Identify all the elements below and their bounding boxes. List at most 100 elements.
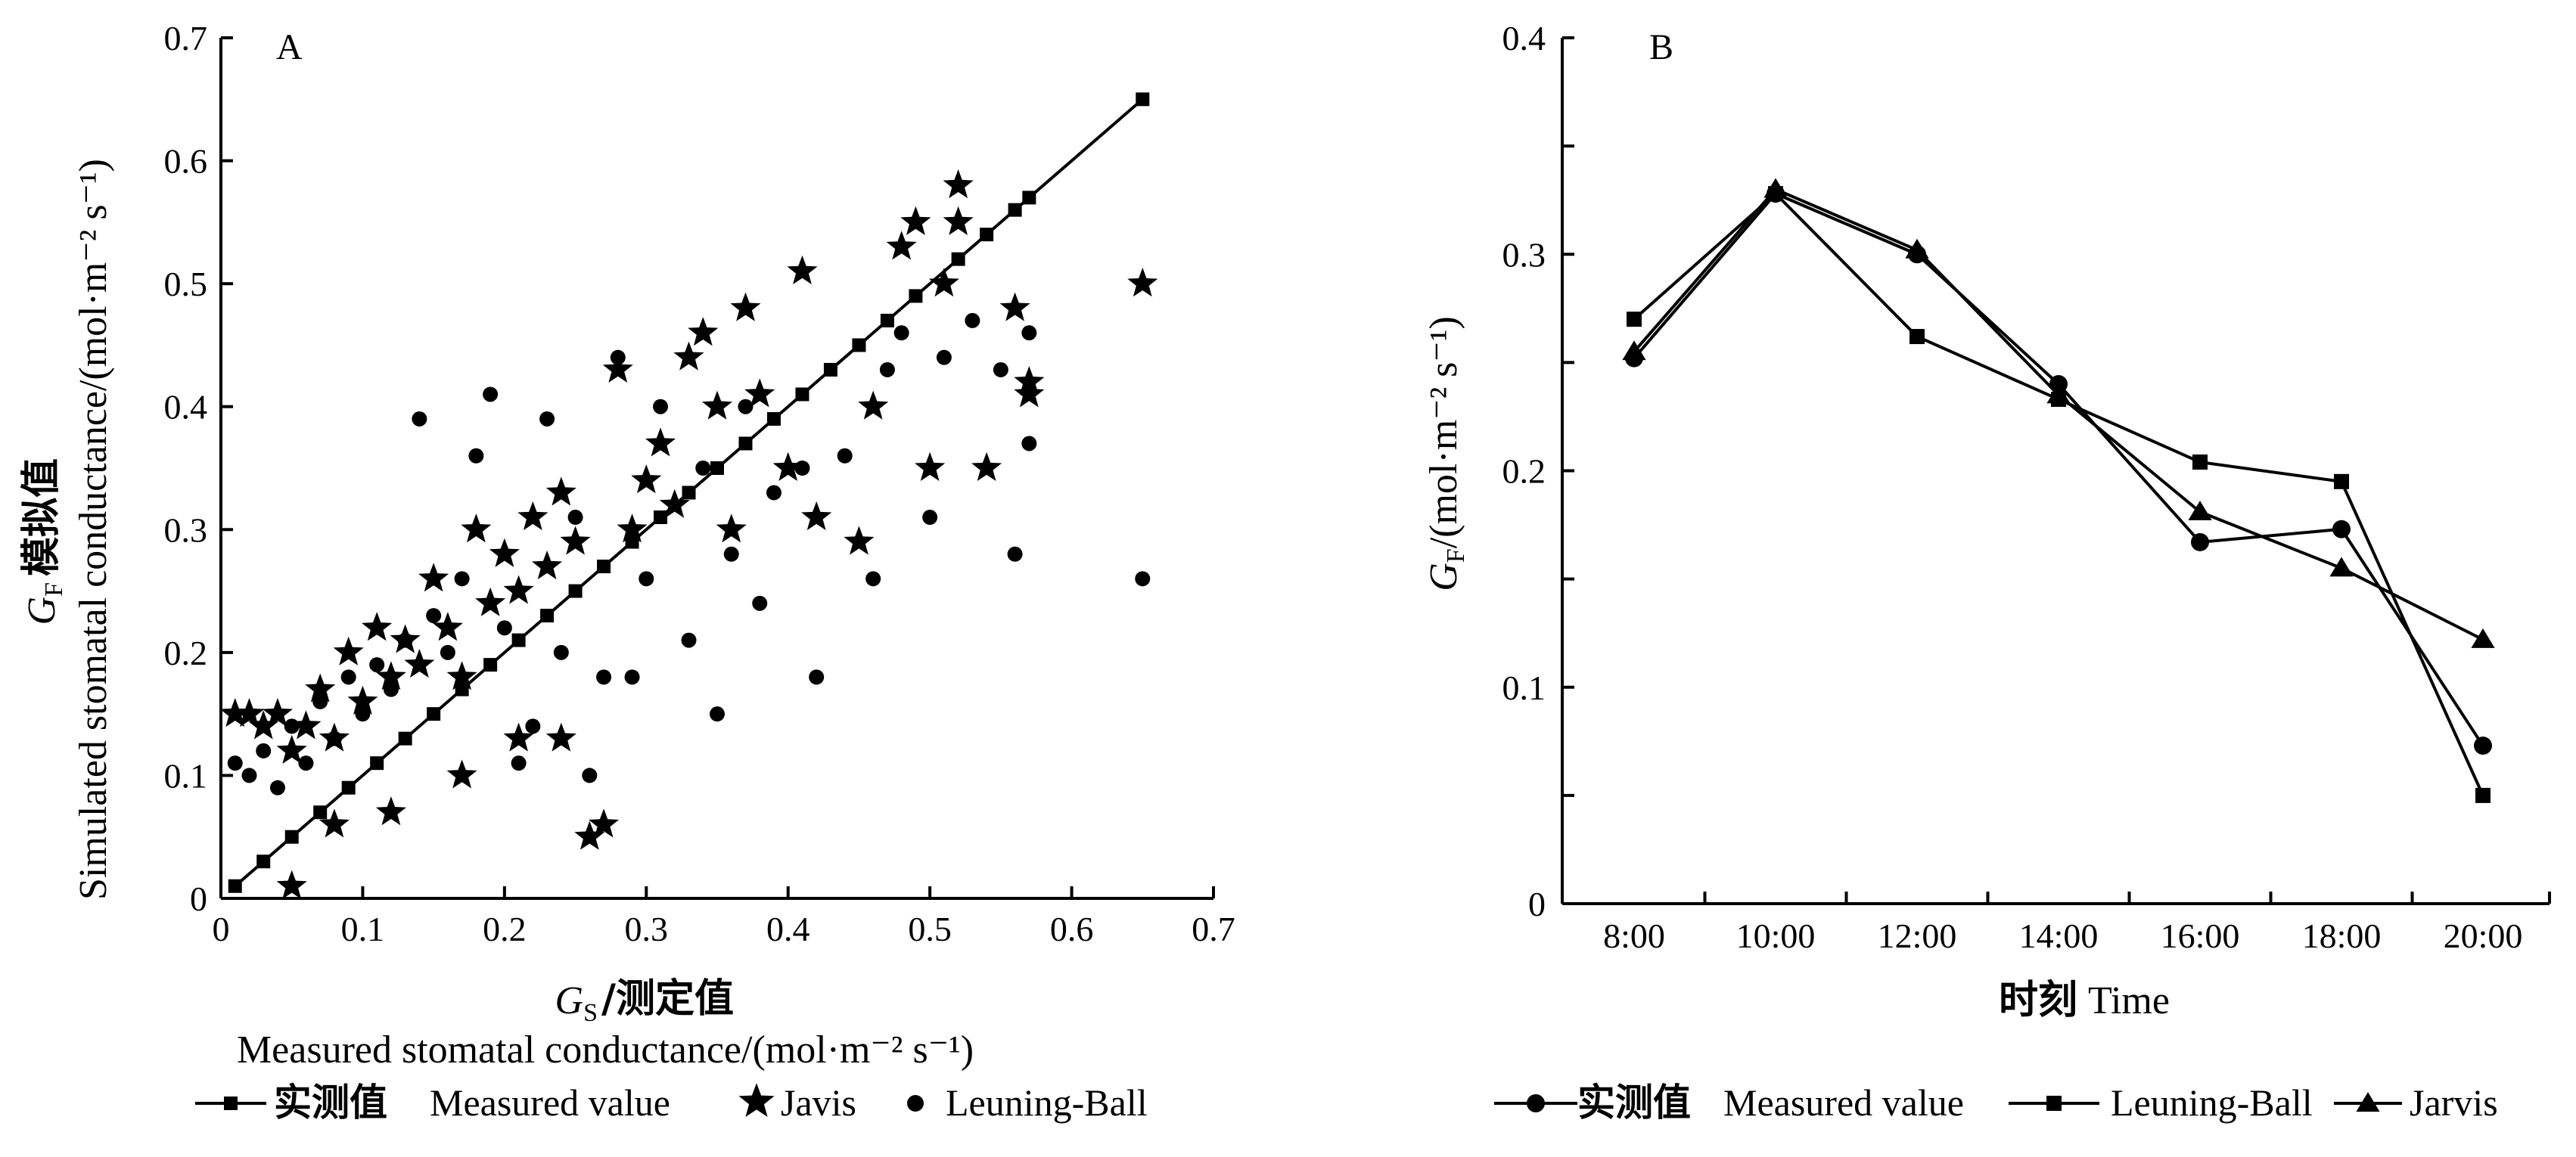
- panel-b-point-triangle: [1905, 238, 1929, 259]
- legend-b-leuning-marker: [2046, 1096, 2062, 1111]
- panel-b-point-square: [2192, 454, 2208, 470]
- panel-a-point-star: [276, 870, 307, 899]
- panel-a-point-star: [276, 734, 307, 764]
- panel-a-point-circle: [256, 743, 272, 758]
- panel-a-point-circle: [496, 620, 512, 636]
- panel-a-point-circle: [710, 706, 725, 722]
- panel-a-point-square: [766, 411, 781, 426]
- panel-b-x-tick-label: 20:00: [2444, 917, 2523, 955]
- panel-b-point-triangle: [2046, 383, 2071, 404]
- panel-a-point-square: [313, 805, 328, 820]
- panel-a-point-circle: [1007, 546, 1023, 562]
- legend-a-measured-label-en: Measured value: [430, 1081, 670, 1124]
- panel-a-point-circle: [752, 595, 768, 611]
- panel-a-point-star: [915, 451, 946, 482]
- panel-b-point-triangle: [2329, 557, 2354, 577]
- panel-b-x-tick-label: 16:00: [2161, 917, 2240, 955]
- panel-a-x-tick-label: 0.4: [766, 910, 810, 948]
- panel-a-point-star: [900, 206, 931, 235]
- panel-a-point-star: [418, 563, 449, 592]
- panel-a-point-star: [1014, 366, 1045, 395]
- panel-a-point-star: [744, 378, 775, 408]
- panel-a-point-circle: [468, 448, 484, 464]
- panel-a-point-star: [333, 636, 364, 665]
- panel-a-y-tick-label: 0.5: [164, 265, 208, 303]
- panel-b-legend: 实测值 Measured value Leuning-Ball Jarvis: [1494, 1081, 2498, 1124]
- panel-b-y-tick-label: 0.2: [1502, 452, 1546, 491]
- legend-b-leuning-label: Leuning-Ball: [2111, 1081, 2313, 1124]
- panel-b-x-tick-label: 12:00: [1878, 917, 1957, 955]
- panel-a-x-tick-label: 0.1: [341, 910, 385, 948]
- panel-a-point-square: [370, 756, 384, 771]
- panel-a-point-star: [688, 317, 719, 346]
- panel-a-point-circle: [553, 644, 569, 660]
- panel-a-y-tick-label: 0.2: [164, 634, 208, 672]
- panel-a-point-square: [483, 658, 498, 672]
- panel-a-point-circle: [369, 657, 385, 673]
- panel-a-point-star: [943, 206, 974, 235]
- panel-a-point-star: [659, 489, 690, 518]
- panel-b-ylabel: GF/(mol·m⁻² s⁻¹): [1422, 316, 1470, 591]
- panel-a-point-star: [291, 710, 322, 740]
- panel-a-point-square: [427, 707, 441, 721]
- panel-a-point-square: [682, 485, 696, 500]
- panel-a-ylabel-symbol: GF: [20, 582, 68, 625]
- panel-b-point-triangle: [1622, 340, 1646, 361]
- panel-a-point-circle: [681, 632, 697, 648]
- panel-a-point-circle: [936, 349, 952, 365]
- legend-b-measured-label-en: Measured value: [1723, 1081, 1964, 1124]
- panel-a-point-square: [880, 313, 894, 327]
- panel-b-xlabel: 时刻 Time: [1999, 978, 2170, 1023]
- panel-a-point-star: [701, 390, 733, 420]
- panel-a-point-circle: [596, 669, 612, 685]
- panel-a-point-square: [341, 780, 356, 795]
- panel-b-y-tick-label: 0.3: [1502, 235, 1546, 274]
- panel-a-point-star: [503, 575, 534, 604]
- panel-a-point-circle: [1135, 571, 1151, 587]
- panel-a-point-star: [772, 451, 803, 482]
- panel-a-point-star: [446, 661, 477, 690]
- panel-a-point-square: [654, 510, 668, 525]
- panel-b-point-circle: [2191, 532, 2209, 551]
- panel-a-xlabel-en: Measured stomatal conductance/(mol·m⁻² s…: [237, 1028, 974, 1072]
- panel-a-xlabel-cn: /测定值: [601, 976, 734, 1022]
- legend-a-measured-marker: [224, 1097, 238, 1110]
- panel-a-point-circle: [582, 768, 598, 783]
- panel-a-point-star: [489, 538, 520, 567]
- panel-a-point-square: [909, 289, 923, 303]
- panel-a-y-tick-label: 0.4: [164, 388, 208, 427]
- panel-a-point-star: [574, 820, 605, 850]
- panel-a-point-circle: [965, 312, 980, 328]
- panel-b-point-circle: [2332, 520, 2351, 538]
- panel-b-y-tick-label: 0.1: [1502, 668, 1546, 707]
- legend-b-measured-marker: [1527, 1094, 1545, 1112]
- panel-a-marks: [219, 92, 1158, 899]
- panel-a-point-circle: [766, 485, 782, 501]
- panel-b-point-triangle: [2188, 501, 2212, 521]
- panel-a-point-circle: [865, 571, 881, 587]
- panel-a-ylabel-top: GF 模拟值: [19, 458, 68, 625]
- panel-a-point-star: [999, 292, 1030, 321]
- panel-a-ylabel-cn: 模拟值: [19, 458, 64, 576]
- panel-a-x-tick-label: 0.7: [1192, 910, 1235, 948]
- panel-a-point-circle: [879, 361, 895, 377]
- legend-a-leuning-label: Leuning-Ball: [946, 1081, 1148, 1124]
- panel-a-point-star: [1127, 268, 1158, 297]
- panel-b-letter: B: [1649, 27, 1673, 67]
- panel-a-point-square: [568, 584, 583, 598]
- panel-b-x-tick-label: 18:00: [2302, 917, 2382, 955]
- panel-a-point-star: [858, 390, 889, 420]
- panel-a-point-circle: [1021, 436, 1037, 451]
- panel-a-point-circle: [340, 669, 356, 685]
- panel-a-point-star: [801, 501, 832, 531]
- panel-a-point-star: [347, 685, 378, 715]
- panel-a-point-star: [673, 341, 704, 371]
- panel-a-point-circle: [695, 461, 711, 476]
- panel-a-point-star: [532, 550, 563, 580]
- panel-b-line-square: [1633, 191, 2484, 796]
- panel-a-letter: A: [276, 27, 303, 67]
- panel-a-point-circle: [624, 669, 640, 685]
- panel-a-point-circle: [1021, 325, 1037, 341]
- panel-a-x-tick-label: 0: [213, 910, 230, 948]
- panel-a-y-tick-label: 0.7: [164, 19, 208, 57]
